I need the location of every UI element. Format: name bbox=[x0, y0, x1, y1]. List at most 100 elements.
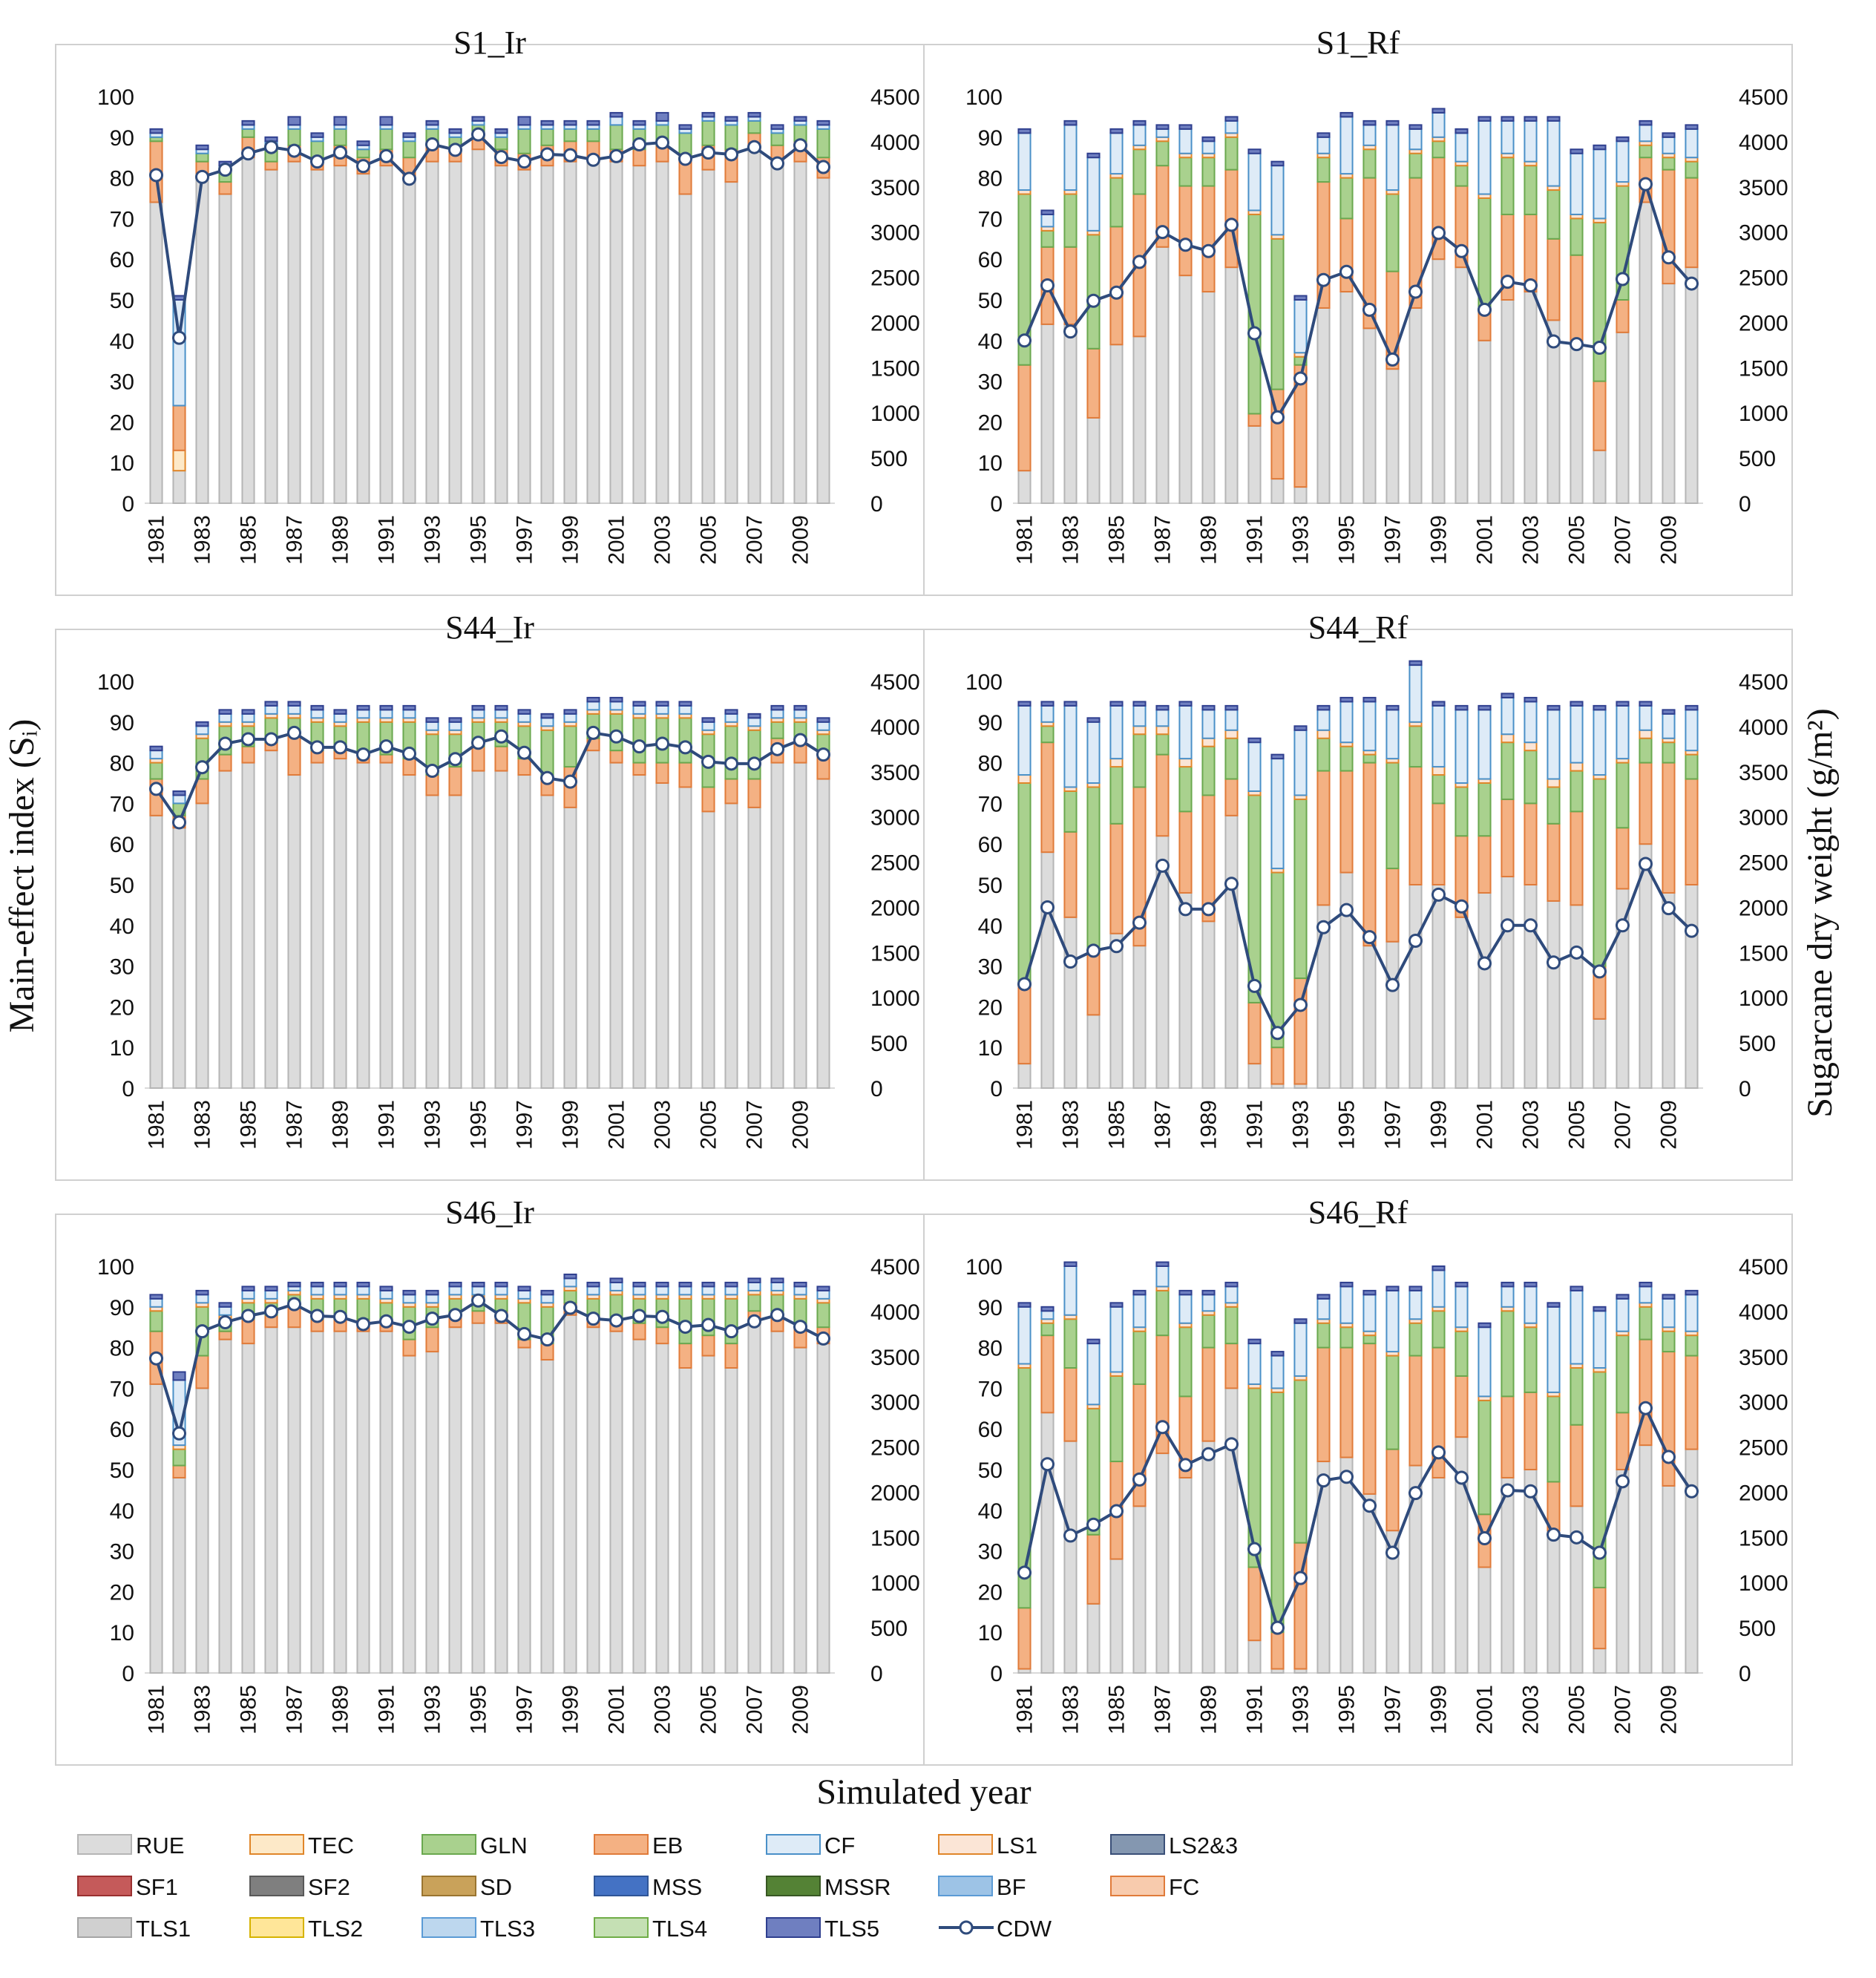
cdw-point bbox=[172, 330, 186, 345]
x-tick-label: 1981 bbox=[145, 515, 169, 565]
bar-segment-tls5 bbox=[517, 1286, 531, 1291]
cdw-point bbox=[218, 1315, 232, 1329]
bar-segment-cf bbox=[448, 1286, 462, 1296]
bar-segment-eb bbox=[1685, 778, 1699, 886]
bar-segment-rue bbox=[425, 1351, 439, 1674]
bar-segment-gln bbox=[1685, 1335, 1699, 1357]
bar-segment-tls5 bbox=[287, 116, 301, 126]
y-right-tick-label: 4000 bbox=[1739, 131, 1788, 155]
bar-segment-tls5 bbox=[172, 1371, 186, 1381]
bar-segment-tls5 bbox=[655, 701, 669, 707]
cdw-point bbox=[747, 756, 761, 771]
bar-segment-tls5 bbox=[1454, 1281, 1469, 1288]
y-right-tick-label: 2500 bbox=[1739, 1436, 1788, 1461]
bar-segment-rue bbox=[310, 168, 324, 504]
bar-segment-tls5 bbox=[333, 1281, 347, 1288]
y-left-tick-label: 40 bbox=[978, 330, 1003, 354]
bar-segment-gln bbox=[356, 1297, 370, 1320]
bar-segment-rue bbox=[448, 1326, 462, 1674]
bar-segment-tls5 bbox=[1616, 701, 1630, 707]
bar-segment-eb bbox=[172, 1464, 186, 1478]
bar-segment-gln bbox=[816, 128, 830, 159]
bar-segment-tls5 bbox=[218, 709, 232, 715]
panel-title: S1_Ir bbox=[453, 24, 526, 61]
bar-segment-gln bbox=[1593, 778, 1607, 967]
y-right-tick-label: 2000 bbox=[1739, 1481, 1788, 1505]
cdw-point bbox=[1132, 915, 1147, 930]
y-left-tick-label: 20 bbox=[110, 410, 134, 435]
x-tick-label: 1985 bbox=[1105, 1100, 1129, 1150]
bar-segment-gln bbox=[1362, 753, 1377, 764]
bar-segment-tls5 bbox=[1316, 704, 1331, 711]
bar-segment-eb bbox=[655, 1326, 669, 1345]
cdw-point bbox=[540, 770, 554, 785]
panel-frame bbox=[923, 1214, 1793, 1766]
y-right-tick-label: 4500 bbox=[1739, 670, 1788, 695]
bar-segment-cf bbox=[356, 1286, 370, 1296]
bar-segment-tls5 bbox=[1593, 144, 1607, 151]
bar-segment-tls5 bbox=[1616, 136, 1630, 143]
x-tick-label: 1995 bbox=[467, 1100, 491, 1150]
panels: S1_Ir01020304050607080901000500100015002… bbox=[55, 24, 1793, 1766]
bar-segment-gln bbox=[1570, 770, 1584, 813]
panel-s44-rf: S44_Rf0102030405060708090100050010001500… bbox=[923, 609, 1793, 1181]
bar-segment-tls5 bbox=[816, 1286, 830, 1291]
bar-segment-cf bbox=[1293, 299, 1308, 354]
bar-segment-rue bbox=[218, 1338, 232, 1674]
y-left-tick-label: 30 bbox=[978, 955, 1003, 980]
bar-segment-eb bbox=[425, 774, 439, 796]
bar-segment-rue bbox=[425, 160, 439, 504]
bar-segment-tls5 bbox=[1408, 660, 1423, 667]
y-right-tick-label: 0 bbox=[870, 492, 883, 517]
bar-segment-ls1 bbox=[1155, 725, 1170, 736]
legend-item-sf1: SF1 bbox=[77, 1874, 178, 1900]
legend-item-rue: RUE bbox=[77, 1833, 184, 1859]
y-left-tick-label: 60 bbox=[110, 833, 134, 857]
bar-segment-eb bbox=[1547, 822, 1561, 902]
cdw-point bbox=[1178, 1458, 1193, 1473]
bar-segment-ls1 bbox=[1547, 778, 1561, 788]
bar-segment-cf bbox=[1155, 709, 1170, 727]
x-tick-label: 1995 bbox=[1335, 515, 1360, 565]
cdw-point bbox=[1685, 276, 1699, 291]
bar-segment-tls5 bbox=[517, 116, 531, 126]
cdw-point bbox=[517, 1326, 531, 1341]
cdw-point bbox=[1454, 243, 1469, 258]
bar-segment-cf bbox=[195, 1294, 209, 1304]
y-left-tick-label: 50 bbox=[110, 289, 134, 313]
cdw-point bbox=[1477, 302, 1492, 317]
bar-segment-gln bbox=[1524, 1326, 1538, 1393]
bar-segment-tls5 bbox=[1547, 704, 1561, 711]
bar-segment-eb bbox=[1570, 810, 1584, 906]
cdw-point bbox=[1639, 177, 1653, 191]
cdw-point bbox=[1639, 857, 1653, 871]
bar-segment-tls5 bbox=[1063, 119, 1078, 126]
x-tick-label: 1981 bbox=[1013, 515, 1037, 565]
x-tick-label: 2001 bbox=[605, 515, 629, 565]
bar-segment-rue bbox=[586, 750, 600, 1089]
bar-segment-rue bbox=[1086, 1602, 1101, 1674]
bar-segment-eb bbox=[632, 1322, 646, 1340]
bar-segment-eb bbox=[1593, 380, 1607, 451]
bar-segment-tls5 bbox=[1524, 1281, 1538, 1288]
cdw-point bbox=[816, 1331, 830, 1346]
bars bbox=[1017, 1261, 1699, 1674]
bar-segment-rue bbox=[402, 1355, 416, 1674]
cdw-point bbox=[471, 1293, 485, 1308]
cdw-point bbox=[655, 1309, 669, 1324]
bar-segment-cf bbox=[1547, 1306, 1561, 1393]
bar-segment-cf bbox=[793, 709, 807, 719]
y-left-tick-label: 0 bbox=[122, 492, 134, 517]
bar-segment-tls5 bbox=[494, 128, 508, 134]
bar-segment-eb bbox=[1616, 827, 1630, 890]
legend-swatch bbox=[249, 1834, 304, 1855]
bar-segment-cf bbox=[494, 709, 508, 719]
bar-segment-gln bbox=[494, 136, 508, 151]
y-left-tick-label: 70 bbox=[110, 1377, 134, 1401]
bar-segment-rue bbox=[770, 165, 784, 504]
bar-segment-eb bbox=[1385, 868, 1400, 943]
bar-segment-tls5 bbox=[402, 132, 416, 138]
bar-segment-rue bbox=[1431, 1476, 1446, 1674]
x-tick-label: 1987 bbox=[1151, 515, 1175, 565]
cdw-point bbox=[402, 171, 416, 186]
